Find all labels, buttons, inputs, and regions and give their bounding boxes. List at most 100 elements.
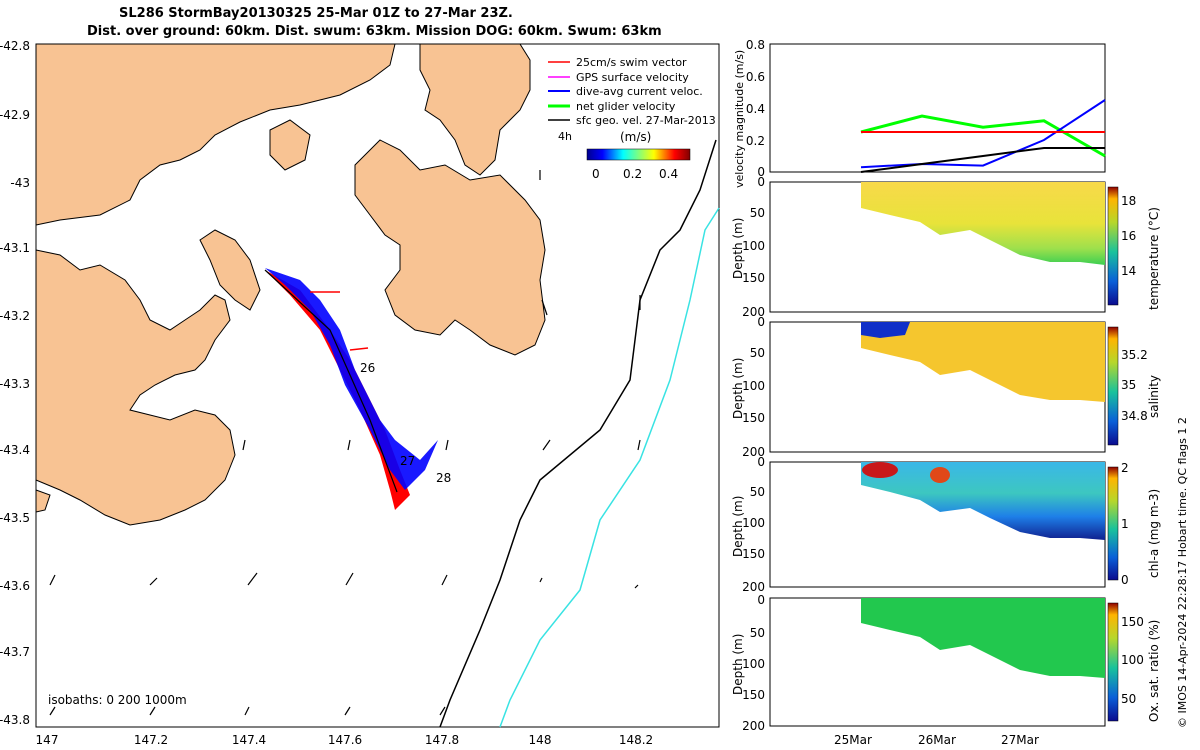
map-xtick: 147.6 bbox=[328, 733, 362, 747]
chl-ytick: 200 bbox=[742, 580, 765, 594]
legend-item: 25cm/s swim vector bbox=[576, 56, 687, 69]
ox-ylabel: Depth (m) bbox=[731, 634, 745, 695]
velocity-line bbox=[860, 147, 1105, 173]
chla-panel bbox=[769, 461, 1119, 588]
day-label-27: 27 bbox=[400, 454, 415, 468]
day-label-26: 26 bbox=[360, 361, 375, 375]
land bbox=[35, 43, 546, 526]
map-ytick: -43.7 bbox=[0, 645, 30, 659]
temp-cbar-label: temperature (°C) bbox=[1147, 207, 1161, 310]
title-line-1: SL286 StormBay20130325 25-Mar 01Z to 27-… bbox=[119, 6, 513, 21]
map-xtick: 148.2 bbox=[619, 733, 653, 747]
sal-cbar-tick: 35.2 bbox=[1121, 348, 1148, 362]
salinity-panel bbox=[769, 321, 1119, 453]
ox-cbar-tick: 150 bbox=[1121, 615, 1144, 629]
isobath-1000m bbox=[499, 207, 720, 728]
sal-cbar-tick: 35 bbox=[1121, 378, 1136, 392]
sal-ytick: 200 bbox=[742, 445, 765, 459]
colorbar-unit: (m/s) bbox=[620, 130, 651, 144]
map-ytick: -43.3 bbox=[0, 377, 30, 391]
colorbar-tick: 0 bbox=[592, 167, 600, 181]
map-panel: 26 27 28 isobaths: 0 200 1000m 147 147.2… bbox=[0, 39, 720, 747]
vel-ytick: 0.6 bbox=[746, 70, 765, 84]
time-xtick: 26Mar bbox=[918, 733, 956, 747]
map-xtick: 147.4 bbox=[232, 733, 266, 747]
isobaths-label: isobaths: 0 200 1000m bbox=[48, 693, 187, 707]
temp-ytick: 0 bbox=[757, 175, 765, 189]
footer-credit: © IMOS 14-Apr-2024 22:28:17 Hobart time.… bbox=[1176, 417, 1189, 728]
chl-ytick: 100 bbox=[742, 516, 765, 530]
chl-ytick: 0 bbox=[757, 455, 765, 469]
map-ytick: -43.2 bbox=[0, 309, 30, 323]
temp-cbar-tick: 18 bbox=[1121, 194, 1136, 208]
oxygen-panel bbox=[769, 597, 1119, 727]
vel-ytick: 0.8 bbox=[746, 38, 765, 52]
legend-item: GPS surface velocity bbox=[576, 71, 689, 84]
vel-ytick: 0 bbox=[757, 165, 765, 179]
map-xtick: 147 bbox=[36, 733, 59, 747]
map-xticks: 147 147.2 147.4 147.6 147.8 148 148.2 bbox=[36, 733, 654, 747]
map-xtick: 147.2 bbox=[134, 733, 168, 747]
temp-ytick: 100 bbox=[742, 239, 765, 253]
chl-cbar-tick: 2 bbox=[1121, 461, 1129, 475]
temp-cbar-tick: 14 bbox=[1121, 264, 1136, 278]
temp-ytick: 150 bbox=[742, 271, 765, 285]
map-ytick: -43.8 bbox=[0, 713, 30, 727]
ox-ytick: 50 bbox=[750, 626, 765, 640]
map-xtick: 148 bbox=[529, 733, 552, 747]
chl-ytick: 150 bbox=[742, 547, 765, 561]
chl-ytick: 50 bbox=[750, 485, 765, 499]
vel-ylabel: velocity magnitude (m/s) bbox=[733, 50, 746, 188]
map-xtick: 147.8 bbox=[425, 733, 459, 747]
temp-ylabel: Depth (m) bbox=[731, 218, 745, 279]
legend-item: sfc geo. vel. 27-Mar-2013 bbox=[576, 114, 716, 127]
vel-ytick: 0.4 bbox=[746, 102, 765, 116]
sal-cbar-label: salinity bbox=[1147, 375, 1161, 418]
ox-cbar-label: Ox. sat. ratio (%) bbox=[1147, 620, 1161, 722]
map-ytick: -42.8 bbox=[0, 39, 30, 53]
ox-cbar-tick: 100 bbox=[1121, 653, 1144, 667]
title-line-2: Dist. over ground: 60km. Dist. swum: 63k… bbox=[87, 24, 662, 39]
speed-colorbar bbox=[586, 148, 691, 161]
temperature-panel bbox=[769, 181, 1119, 313]
day-label-28: 28 bbox=[436, 471, 451, 485]
ox-cbar-tick: 50 bbox=[1121, 692, 1136, 706]
legend-item: net glider velocity bbox=[576, 100, 676, 113]
time-xtick: 25Mar bbox=[834, 733, 872, 747]
velocity-panel: 0 0.2 0.4 0.6 0.8 velocity magnitude (m/… bbox=[733, 38, 1106, 188]
sal-ytick: 50 bbox=[750, 346, 765, 360]
map-legend: 25cm/s swim vector GPS surface velocity … bbox=[548, 56, 716, 181]
colorbar-tick: 0.4 bbox=[659, 167, 678, 181]
glider-track bbox=[264, 268, 438, 510]
sal-ytick: 0 bbox=[757, 315, 765, 329]
map-ytick: -43.5 bbox=[0, 511, 30, 525]
sal-ytick: 150 bbox=[742, 411, 765, 425]
legend-item: dive-avg current veloc. bbox=[576, 85, 703, 98]
map-ytick: -43.1 bbox=[0, 241, 30, 255]
velocity-line bbox=[860, 99, 1106, 169]
temp-ytick: 50 bbox=[750, 206, 765, 220]
chl-cbar-label: chl-a (mg m-3) bbox=[1147, 489, 1161, 578]
temp-ytick: 200 bbox=[742, 305, 765, 319]
ox-ytick: 100 bbox=[742, 657, 765, 671]
sal-cbar-tick: 34.8 bbox=[1121, 409, 1148, 423]
legend-time-note: 4h bbox=[558, 130, 572, 143]
vel-ytick: 0.2 bbox=[746, 134, 765, 148]
map-yticks: -42.8 -42.9 -43 -43.1 -43.2 -43.3 -43.4 … bbox=[0, 39, 30, 727]
map-ytick: -43.4 bbox=[0, 443, 30, 457]
map-ytick: -43 bbox=[10, 176, 30, 190]
time-xtick: 27Mar bbox=[1001, 733, 1039, 747]
map-ytick: -42.9 bbox=[0, 108, 30, 122]
sal-ylabel: Depth (m) bbox=[731, 358, 745, 419]
colorbar-tick: 0.2 bbox=[623, 167, 642, 181]
sal-ytick: 100 bbox=[742, 379, 765, 393]
chl-cbar-tick: 0 bbox=[1121, 573, 1129, 587]
velocity-series bbox=[860, 99, 1106, 173]
chl-cbar-tick: 1 bbox=[1121, 517, 1129, 531]
ox-ytick: 200 bbox=[742, 719, 765, 733]
ox-ytick: 150 bbox=[742, 688, 765, 702]
temp-cbar-tick: 16 bbox=[1121, 229, 1136, 243]
sfc-vel-arrows bbox=[49, 170, 641, 716]
isobath-200m bbox=[439, 139, 717, 728]
